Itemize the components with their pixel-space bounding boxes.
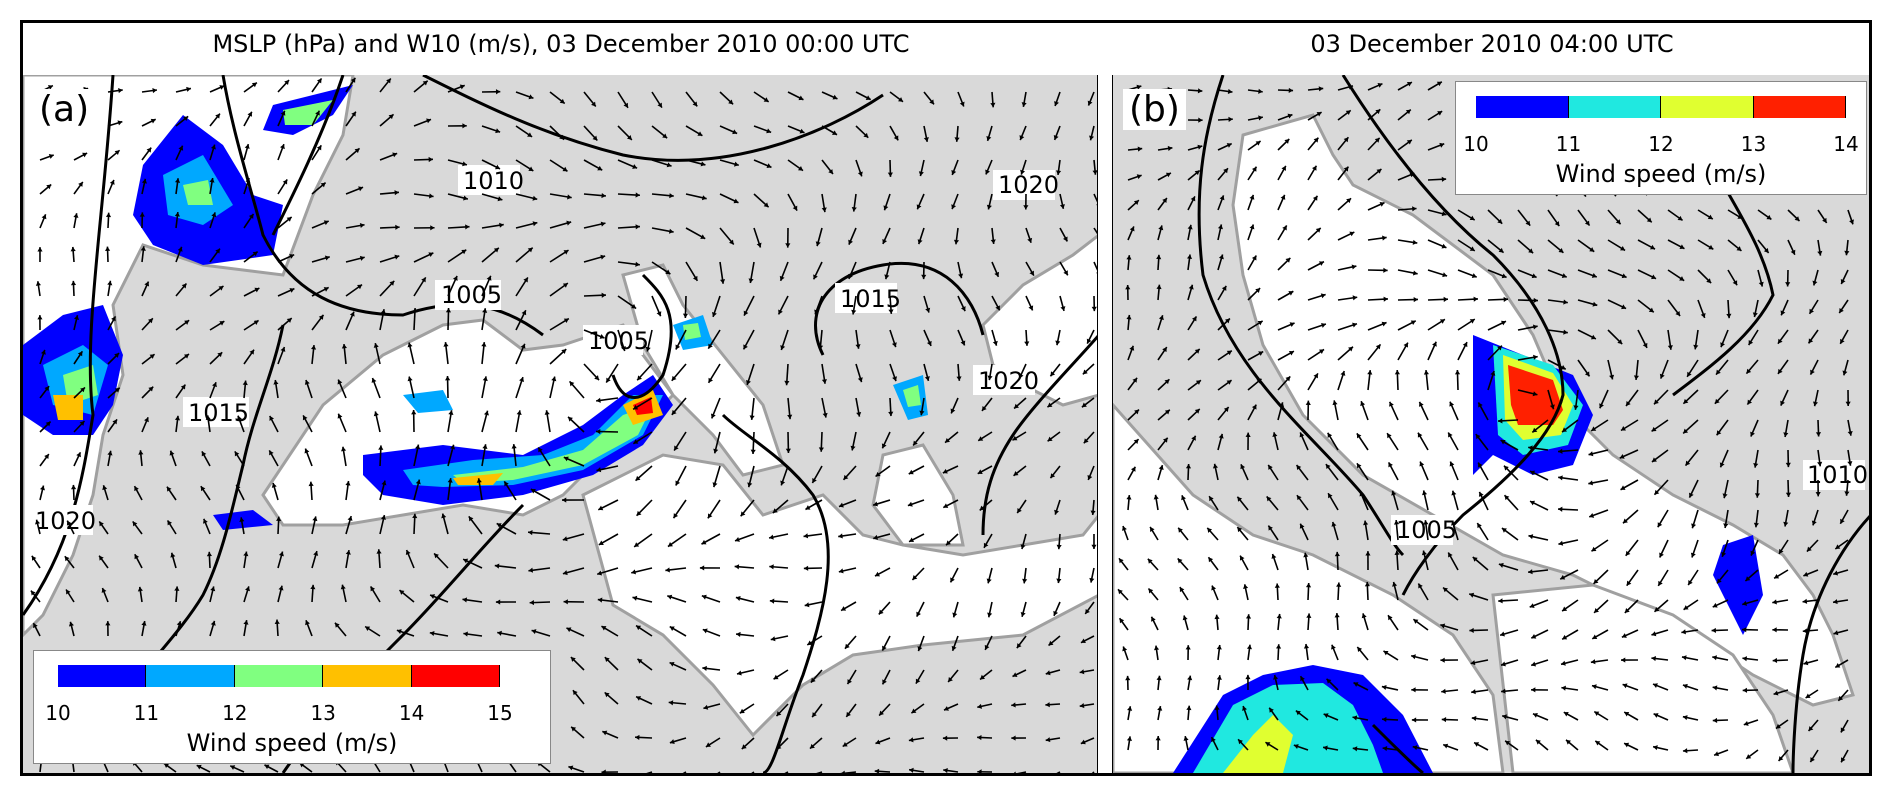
coastal-strip-b	[1491, 583, 1795, 773]
colorbar-tick-b-3: 13	[1740, 132, 1767, 156]
isobar-label-1010-b: 1010	[1807, 461, 1868, 489]
colorbar-swatch-a-2	[234, 665, 324, 687]
wind-vectors-a	[30, 77, 1097, 773]
map-panel-a: 1010 1020 1005 1005 1015 1015 1020 1020 …	[22, 75, 1098, 773]
isobar-labels-b: 1005 1010	[1391, 460, 1868, 545]
colorbar-tick-b-4: 14	[1833, 132, 1859, 156]
panel-a-title: MSLP (hPa) and W10 (m/s), 03 December 20…	[212, 30, 910, 58]
colorbar-swatch-a-4	[411, 665, 500, 687]
colorbar-tick-a-2: 12	[222, 701, 248, 725]
colorbar-tick-a-5: 15	[487, 701, 513, 725]
isobar-label-1015: 1015	[188, 399, 249, 427]
adriatic-sea	[621, 263, 785, 477]
isobar-labels-a: 1010 1020 1005 1005 1015 1015 1020 1020	[31, 165, 1059, 535]
isobar-label-1015-b: 1015	[840, 285, 901, 313]
panel-b-title: 03 December 2010 04:00 UTC	[1310, 30, 1674, 58]
colorbar-tick-a-0: 10	[45, 701, 71, 725]
isobar-label-1020-east: 1020	[978, 367, 1039, 395]
panel-b-label: (b)	[1123, 89, 1186, 130]
panel-a-label: (a)	[33, 89, 96, 130]
isobar-label-1020-north: 1020	[998, 171, 1059, 199]
colorbar-tick-a-3: 13	[310, 701, 336, 725]
colorbar-swatch-a-1	[146, 665, 235, 687]
isobar-label-1020-west: 1020	[35, 507, 96, 535]
colorbar-a	[58, 665, 500, 687]
colorbar-swatch-b-0	[1476, 96, 1569, 118]
colorbar-tick-b-1: 11	[1555, 132, 1582, 156]
wind-speed-legend-a: 10 11 12 13 14 15 Wind speed (m/s)	[33, 650, 551, 764]
colorbar-swatch-a-0	[58, 665, 147, 687]
colorbar-swatch-b-2	[1661, 96, 1754, 118]
colorbar-swatch-b-1	[1568, 96, 1661, 118]
colorbar-tick-a-4: 14	[398, 701, 425, 725]
colorbar-tick-b-0: 10	[1463, 132, 1489, 156]
central-mediterranean-sea	[581, 453, 1097, 738]
map-panel-b: 1005 1010 (b) 10 11 12 13 14 Wind speed (m/s…	[1112, 75, 1870, 773]
legend-a-title: Wind speed (m/s)	[186, 729, 398, 757]
colorbar-b	[1476, 96, 1846, 118]
colorbar-tick-a-1: 11	[133, 701, 160, 725]
wind-speed-legend-b: 10 11 12 13 14 Wind speed (m/s)	[1455, 81, 1867, 195]
legend-b-title: Wind speed (m/s)	[1555, 160, 1767, 188]
wind-speed-fill-b	[1173, 335, 1763, 773]
colorbar-swatch-a-3	[323, 665, 412, 687]
colorbar-swatch-b-3	[1753, 96, 1846, 118]
isobar-label-1010: 1010	[463, 167, 524, 195]
isobar-label-1005: 1005	[441, 281, 502, 309]
aegean-sea	[871, 443, 965, 547]
colorbar-tick-b-2: 12	[1648, 132, 1674, 156]
